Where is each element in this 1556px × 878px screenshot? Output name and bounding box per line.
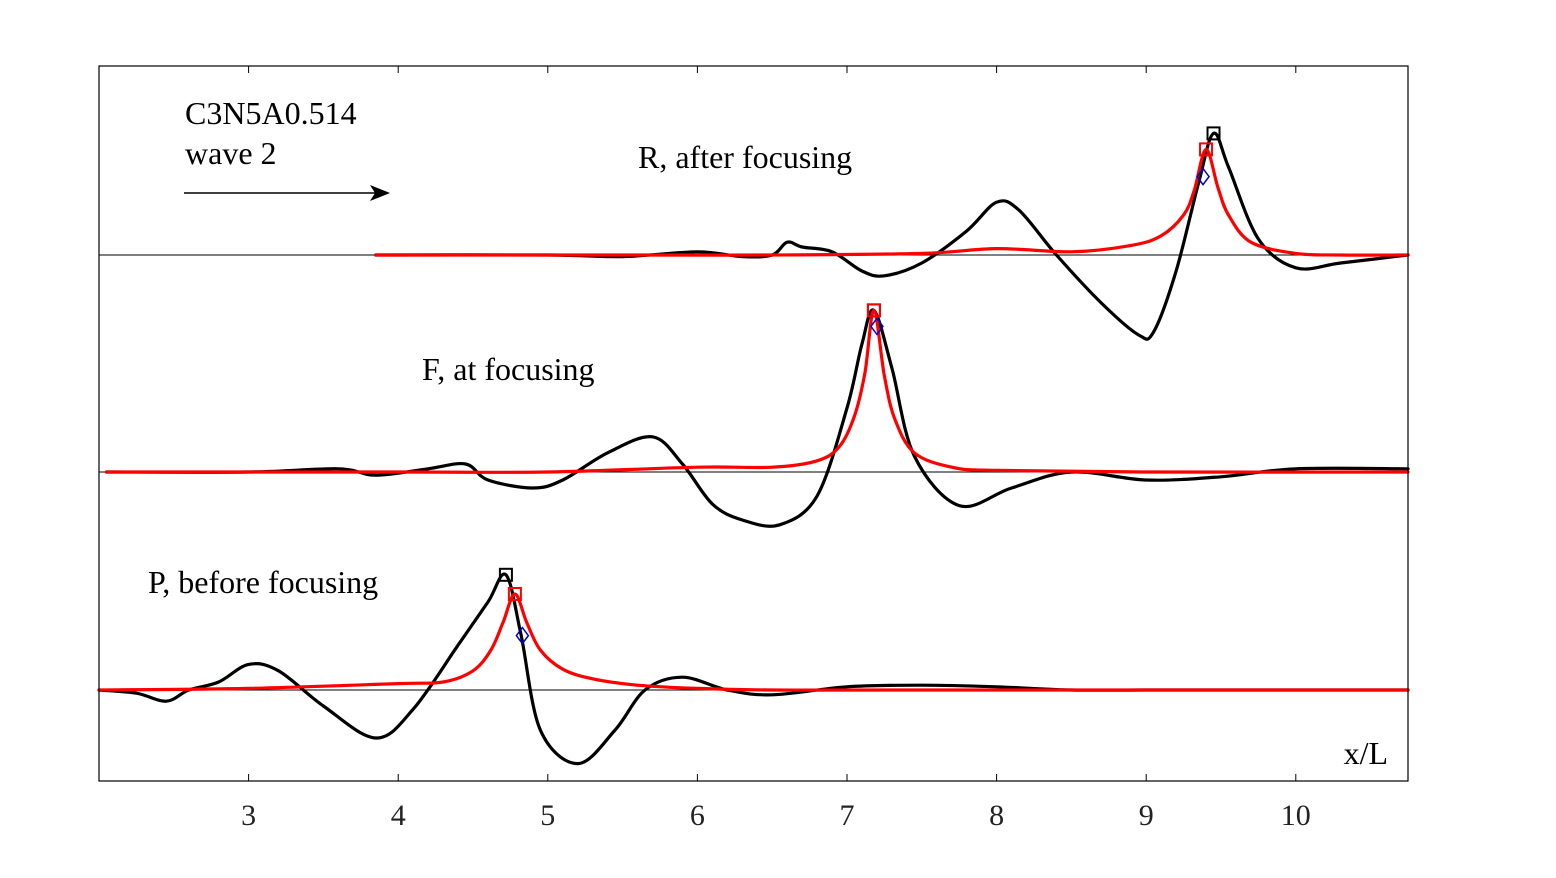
- series-model-panel-f: [104, 308, 1410, 474]
- x-tick-label-3: 3: [241, 799, 256, 832]
- wave-label: wave 2: [185, 135, 277, 171]
- red-peak-marker-panel-p: [507, 587, 522, 601]
- red-peak-marker-panel-r: [1199, 142, 1214, 157]
- x-tick-label-10: 10: [1281, 799, 1311, 832]
- red-peak-marker-panel-f: [866, 303, 881, 318]
- series-model-panel-r: [374, 147, 1410, 257]
- curves-layer: [97, 131, 1410, 766]
- x-tick-label-4: 4: [391, 799, 406, 832]
- x-tick-label-9: 9: [1139, 799, 1154, 832]
- blue-diamond-marker-panel-f: [869, 317, 884, 336]
- panel-f-label: F, at focusing: [422, 351, 595, 387]
- x-ticks-layer: 3 4 5 6 7 8 9 10: [241, 66, 1311, 832]
- direction-arrow: [184, 185, 390, 201]
- series-measured-panel-p: [97, 572, 1410, 766]
- panel-p-label: P, before focusing: [148, 564, 378, 600]
- black-peak-marker-panel-r: [1206, 126, 1221, 141]
- blue-diamond-marker-panel-p: [515, 626, 530, 645]
- plot-frame: [98, 65, 1409, 782]
- black-peak-marker-panel-p: [498, 567, 513, 582]
- panel-r-label: R, after focusing: [638, 139, 852, 175]
- markers-layer: [498, 126, 1221, 645]
- series-measured-panel-r: [374, 131, 1410, 341]
- x-tick-label-7: 7: [840, 799, 855, 832]
- x-tick-label-6: 6: [690, 799, 705, 832]
- series-measured-panel-f: [104, 308, 1410, 528]
- x-axis-label: x/L: [1344, 735, 1388, 771]
- annotations-layer: C3N5A0.514 wave 2 R, after focusing F, a…: [148, 95, 1388, 771]
- x-tick-label-5: 5: [540, 799, 555, 832]
- series-model-panel-p: [97, 592, 1410, 692]
- case-label: C3N5A0.514: [185, 95, 357, 131]
- x-tick-label-8: 8: [989, 799, 1004, 832]
- blue-diamond-marker-panel-r: [1196, 167, 1210, 186]
